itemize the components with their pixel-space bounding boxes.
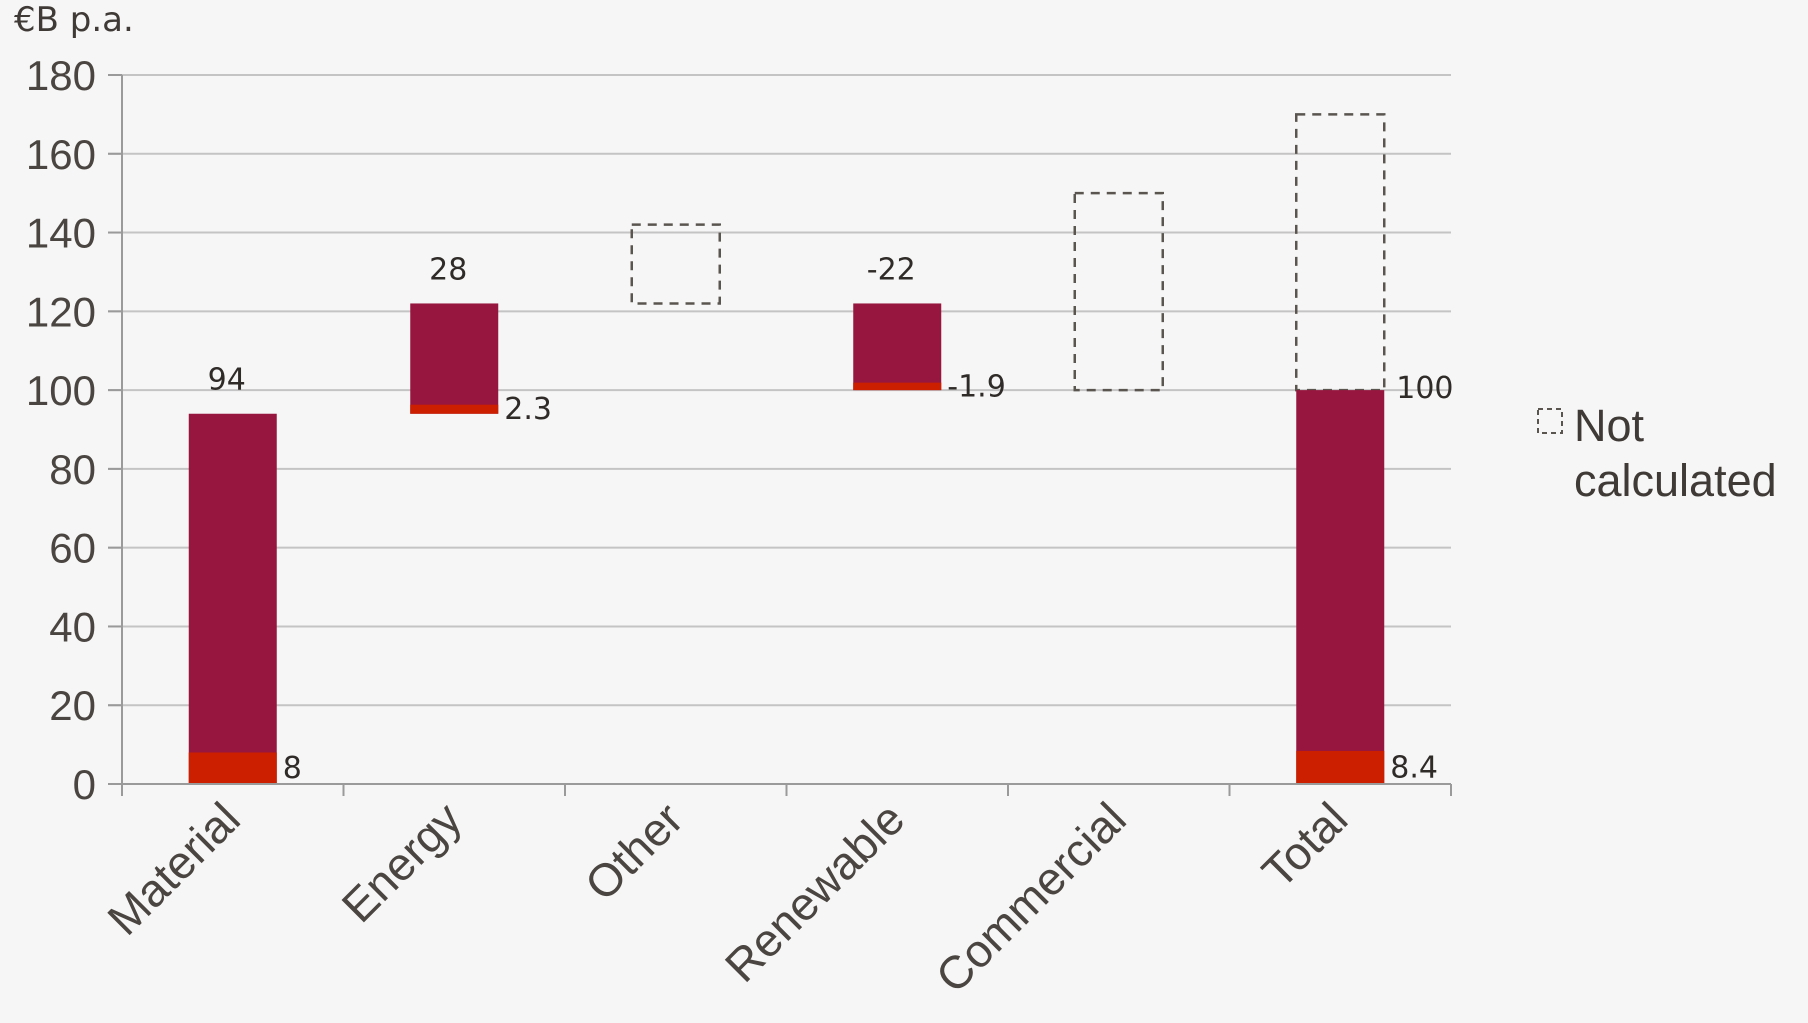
grid-layer bbox=[108, 74, 1451, 707]
not-calculated-box-total bbox=[1295, 113, 1386, 392]
bar-material bbox=[188, 413, 277, 784]
sub-label-total: 8.4 bbox=[1390, 750, 1438, 785]
y-tick-label-160: 160 bbox=[26, 131, 96, 178]
sub-label-renewable: -1.9 bbox=[947, 369, 1006, 404]
y-tick-label-120: 120 bbox=[26, 288, 96, 335]
y-tick-label-140: 140 bbox=[26, 210, 96, 257]
x-tick-label-energy: Energy bbox=[331, 792, 471, 932]
x-tick-label-total: Total bbox=[1252, 792, 1357, 897]
not-calculated-layer bbox=[630, 113, 1386, 392]
legend-label-line1: Not bbox=[1574, 400, 1645, 451]
bar-segment-renewable bbox=[853, 382, 942, 391]
legend-dashed-swatch-icon bbox=[1537, 408, 1563, 434]
bar-renewable bbox=[853, 303, 942, 391]
axis-layer bbox=[108, 74, 1452, 796]
y-tick-label-100: 100 bbox=[26, 367, 96, 414]
y-tick-label-60: 60 bbox=[49, 525, 96, 572]
bar-layer bbox=[188, 303, 1385, 784]
unit-label: €B p.a. bbox=[14, 0, 134, 40]
bar-segment-energy bbox=[410, 404, 499, 414]
y-tick-label-80: 80 bbox=[49, 446, 96, 493]
sub-label-energy: 2.3 bbox=[504, 392, 552, 427]
bar-energy bbox=[410, 303, 499, 414]
bar-segment-material bbox=[188, 752, 277, 784]
sub-label-material: 8 bbox=[283, 751, 302, 786]
value-label-total: 100 bbox=[1396, 371, 1453, 406]
x-tick-label-material: Material bbox=[97, 792, 249, 944]
bar-total bbox=[1296, 390, 1385, 784]
y-tick-label-40: 40 bbox=[49, 603, 96, 650]
x-tick-label-other: Other bbox=[575, 792, 693, 910]
value-label-renewable: -22 bbox=[867, 252, 916, 287]
legend-label-line2: calculated bbox=[1574, 455, 1777, 506]
x-tick-label-commercial: Commercial bbox=[926, 792, 1136, 1002]
value-label-material: 94 bbox=[208, 363, 246, 398]
bar-segment-total bbox=[1296, 750, 1385, 784]
x-tick-label-renewable: Renewable bbox=[715, 792, 915, 992]
not-calculated-box-commercial bbox=[1073, 191, 1164, 392]
y-tick-label-0: 0 bbox=[73, 761, 96, 808]
not-calculated-box-other bbox=[630, 223, 721, 305]
legend: Not calculated bbox=[1537, 400, 1777, 506]
y-tick-label-180: 180 bbox=[26, 52, 96, 99]
value-label-energy: 28 bbox=[429, 252, 467, 287]
y-tick-label-20: 20 bbox=[49, 682, 96, 729]
